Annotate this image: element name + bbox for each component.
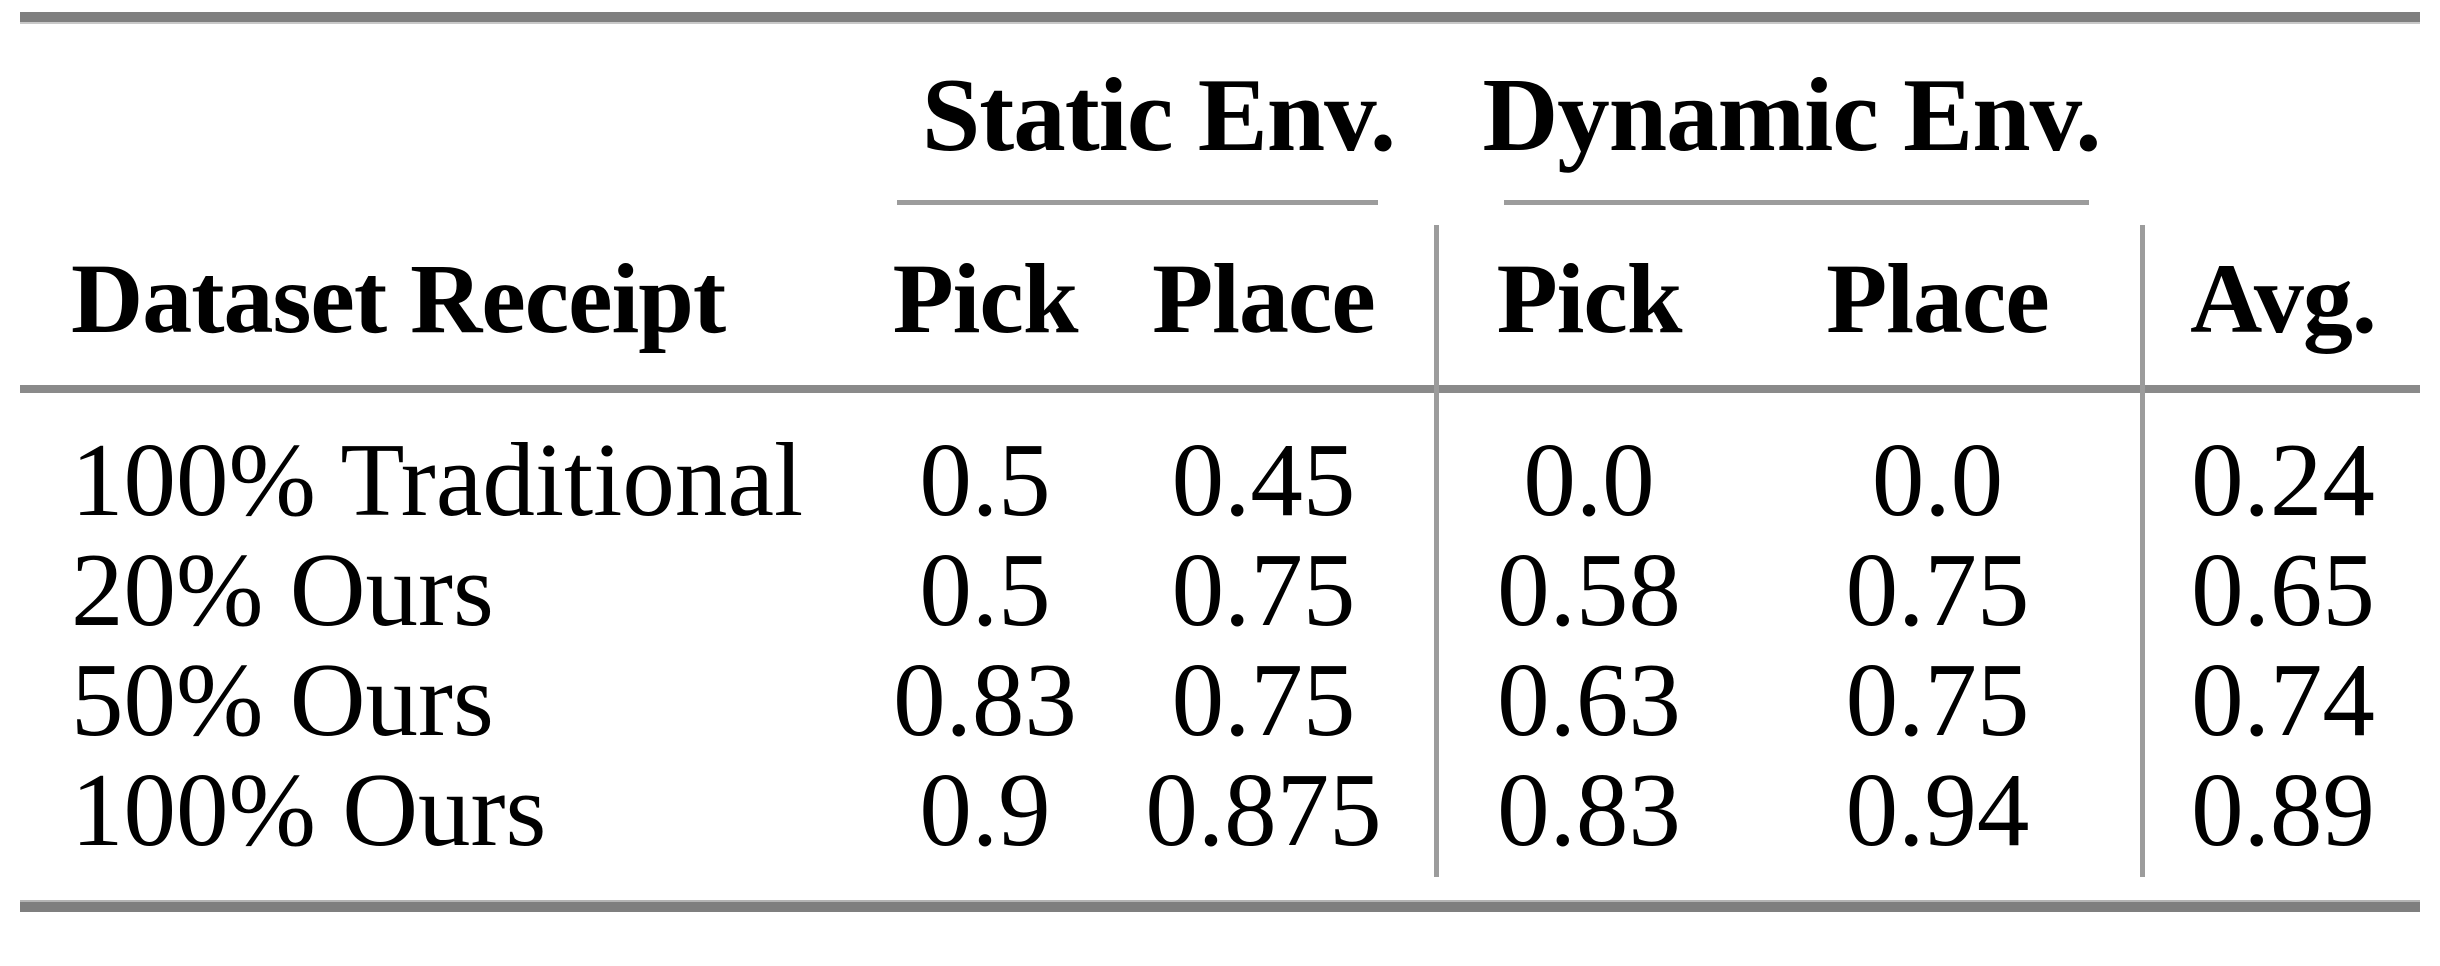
table-cell: 0.83 (1497, 751, 1681, 868)
table-cell: 0.45 (1171, 421, 1356, 538)
row-label: 100% Traditional (71, 421, 804, 538)
table-cell: 0.75 (1845, 641, 2030, 758)
row-label: 100% Ours (71, 751, 547, 868)
table-bottom-rule (20, 900, 2420, 912)
table-cell: 0.65 (2191, 531, 2375, 648)
results-table: Static Env. Dynamic Env. Dataset Receipt… (20, 12, 2420, 862)
table-cell: 0.94 (1845, 751, 2030, 868)
table-cell: 0.0 (1523, 421, 1655, 538)
table-cell: 0.75 (1845, 531, 2030, 648)
header-dynamic-pick: Pick (1496, 243, 1683, 354)
table-cell: 0.9 (919, 751, 1051, 868)
row-label: 50% Ours (71, 641, 494, 758)
table-cell: 0.5 (919, 421, 1051, 538)
table-cell: 0.75 (1171, 531, 1356, 648)
table-cell: 0.0 (1871, 421, 2004, 538)
table-cell: 0.875 (1145, 751, 1382, 868)
column-group-static-env: Static Env. (921, 56, 1396, 173)
header-dynamic-place: Place (1826, 243, 2050, 354)
dynamic-env-group-underline (1504, 200, 2089, 205)
table-cell: 0.63 (1497, 641, 1681, 758)
vertical-separator-avg (2140, 225, 2145, 877)
row-label: 20% Ours (71, 531, 494, 648)
header-dataset-receipt: Dataset Receipt (71, 243, 726, 354)
header-static-pick: Pick (892, 243, 1079, 354)
table-cell: 0.24 (2191, 421, 2375, 538)
static-env-group-underline (897, 200, 1378, 205)
table-cell: 0.5 (919, 531, 1051, 648)
table-cell: 0.83 (893, 641, 1077, 758)
table-cell: 0.89 (2191, 751, 2375, 868)
column-group-dynamic-env: Dynamic Env. (1482, 56, 2101, 173)
vertical-separator-static-dynamic (1434, 225, 1439, 877)
table-header-rule (20, 385, 2420, 393)
header-avg: Avg. (2190, 243, 2377, 354)
table-cell: 0.74 (2191, 641, 2375, 758)
table-top-rule (20, 12, 2420, 24)
header-static-place: Place (1152, 243, 1376, 354)
table-cell: 0.75 (1171, 641, 1356, 758)
table-cell: 0.58 (1497, 531, 1681, 648)
